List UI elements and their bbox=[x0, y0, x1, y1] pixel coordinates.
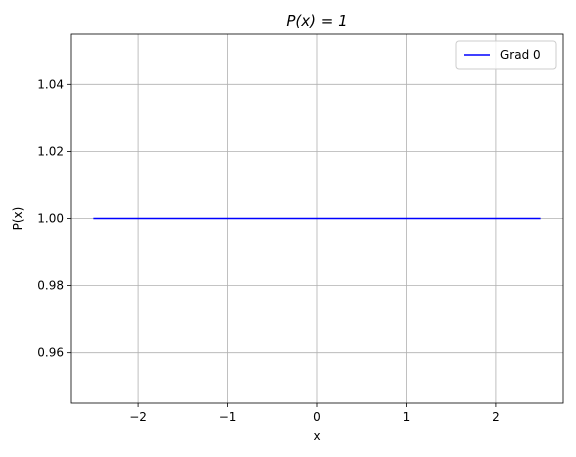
y-tick-label: 1.02 bbox=[37, 144, 64, 158]
ticks: −2 −1 0 1 2 0.96 0.98 1.00 1.02 1.04 bbox=[37, 77, 499, 424]
legend-box bbox=[455, 40, 557, 70]
x-tick-label: 1 bbox=[403, 410, 411, 424]
x-axis-label: x bbox=[313, 429, 320, 443]
legend-items: Grad 0 bbox=[464, 48, 541, 62]
chart-title: P(x) = 1 bbox=[286, 12, 347, 30]
x-tick-label: 0 bbox=[313, 410, 321, 424]
x-tick-label: −1 bbox=[219, 410, 237, 424]
y-tick-label: 0.96 bbox=[37, 346, 64, 360]
y-axis-label: P(x) bbox=[11, 207, 25, 231]
y-tick-label: 1.00 bbox=[37, 212, 64, 226]
y-tick-label: 1.04 bbox=[37, 77, 64, 91]
x-tick-label: −2 bbox=[129, 410, 147, 424]
legend: Grad 0 bbox=[455, 40, 557, 70]
y-tick-label: 0.98 bbox=[37, 279, 64, 293]
legend-label: Grad 0 bbox=[500, 48, 541, 62]
x-tick-label: 2 bbox=[492, 410, 500, 424]
